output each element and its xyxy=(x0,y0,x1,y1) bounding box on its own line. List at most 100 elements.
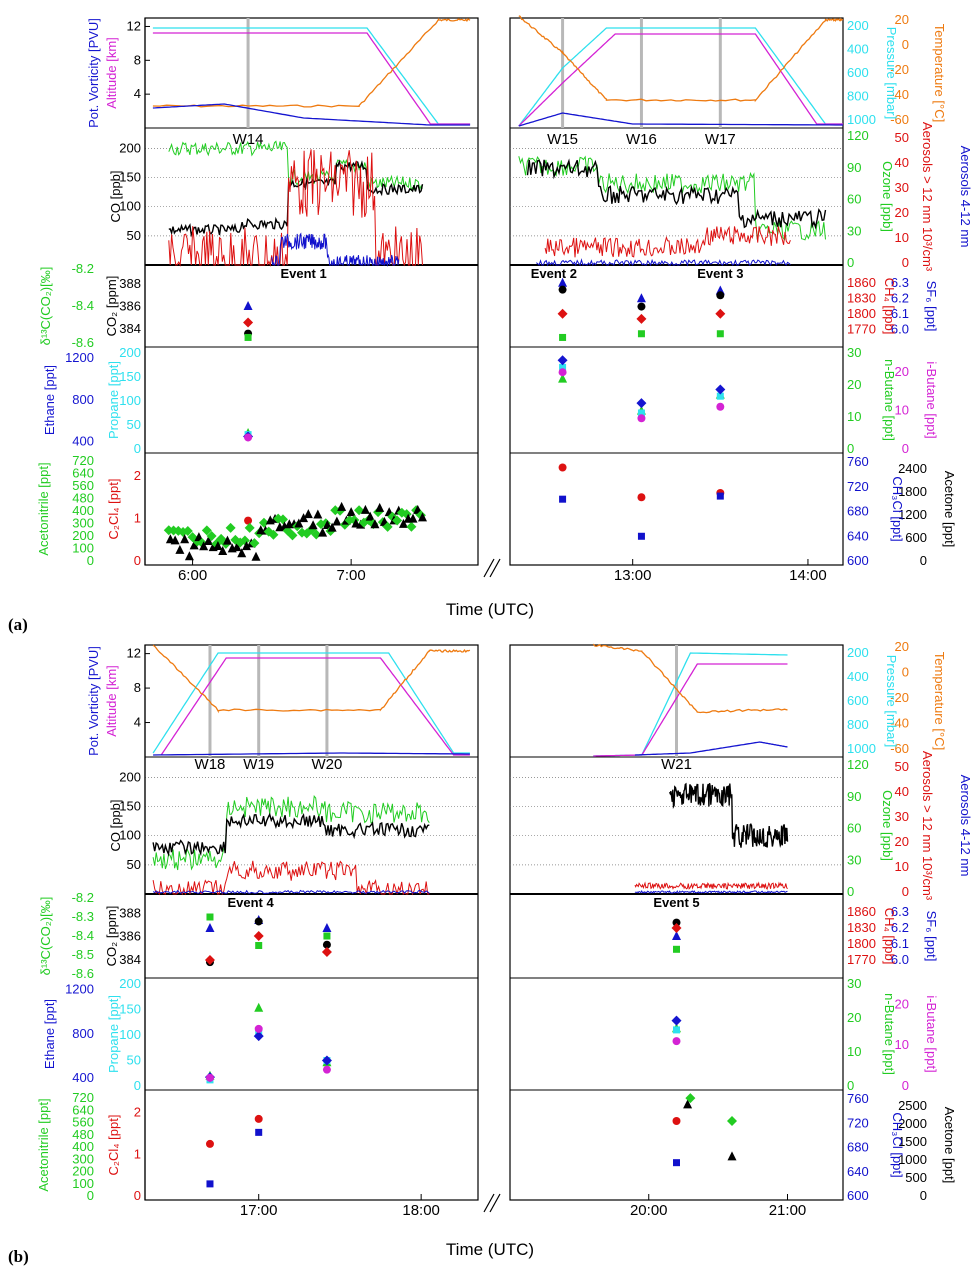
acetone-tick-label: 2000 xyxy=(898,1116,927,1131)
co-tick-label: 200 xyxy=(119,769,141,784)
acetonitrile-tick-label: 100 xyxy=(72,541,94,556)
acetonitrile-point xyxy=(311,529,322,540)
w-label: W16 xyxy=(626,131,657,148)
propane-tick-label: 200 xyxy=(119,345,141,360)
y-tick-label: 4 xyxy=(134,86,141,101)
left-frame xyxy=(144,644,479,1201)
axis-label-pv: Pot. Vorticity [PVU] xyxy=(86,646,101,756)
co-tick-label: 50 xyxy=(127,857,141,872)
ch4-tick-label: 1770 xyxy=(847,321,876,336)
axis-label-ethane: Ethane [ppt] xyxy=(42,999,57,1069)
acetonitrile-point xyxy=(685,1093,696,1104)
axis-break xyxy=(483,558,495,578)
axis-label-temperature: Temperature [°C] xyxy=(932,652,947,750)
y-tick-label: 8 xyxy=(134,680,141,695)
co2-point xyxy=(558,285,567,294)
nbutane-point xyxy=(254,1002,264,1012)
pressure-tick-label: 800 xyxy=(847,89,869,104)
propane-point xyxy=(716,392,724,400)
c2cl4-tick-label: 0 xyxy=(134,553,141,568)
x-tick-label: 14:00 xyxy=(789,567,827,584)
acetone-point xyxy=(332,516,342,526)
aerosol-tick-label: 30 xyxy=(895,180,909,195)
c2cl4-tick-label: 1 xyxy=(134,1146,141,1161)
ibutane-tick-label: 0 xyxy=(902,1078,909,1093)
acetone-point xyxy=(251,551,261,561)
ch4-point xyxy=(671,923,682,933)
d13c-tick-label: -8.5 xyxy=(72,947,94,962)
x-tick-label: 17:00 xyxy=(240,1202,278,1219)
sf6-tick-label: 6.3 xyxy=(891,904,909,919)
pv-line xyxy=(153,752,470,756)
w-label: W19 xyxy=(243,756,274,773)
aerosol-tick-label: 50 xyxy=(895,130,909,145)
w-label: W15 xyxy=(547,131,578,148)
c2cl4-point xyxy=(558,463,567,472)
ethane-tick-label: 800 xyxy=(72,1026,94,1041)
co-tick-label: 200 xyxy=(119,140,141,155)
axis-label-pv: Pot. Vorticity [PVU] xyxy=(86,18,101,128)
ch3cl-tick-label: 680 xyxy=(847,504,869,519)
ethane-point xyxy=(253,1031,264,1042)
aerosol-tick-label: 20 xyxy=(895,834,909,849)
co-tick-label: 150 xyxy=(119,799,141,814)
axis-label-propane: Propane [ppt] xyxy=(106,995,121,1073)
acetonitrile-tick-label: 400 xyxy=(72,1139,94,1154)
acetonitrile-tick-label: 0 xyxy=(87,1188,94,1203)
pressure-tick-label: 800 xyxy=(847,717,869,732)
temperature-line xyxy=(152,17,471,108)
d13c-point xyxy=(673,945,680,953)
acetone-tick-label: 2500 xyxy=(898,1098,927,1113)
axis-label-acetone: Acetone [ppt] xyxy=(942,471,957,548)
sf6-point xyxy=(558,277,568,287)
d13c-tick-label: -8.3 xyxy=(72,909,94,924)
propane-point xyxy=(673,1026,680,1034)
acetone-tick-label: 1500 xyxy=(898,1134,927,1149)
acetonitrile-tick-label: 480 xyxy=(72,1127,94,1142)
x-tick-label: 13:00 xyxy=(614,567,652,584)
aerosol-tick-label: 50 xyxy=(895,759,909,774)
event-label: Event 2 xyxy=(531,266,577,281)
pressure-tick-label: 400 xyxy=(847,669,869,684)
nbutane-tick-label: 20 xyxy=(847,377,861,392)
acetonitrile-point xyxy=(244,522,255,533)
acetonitrile-tick-label: 300 xyxy=(72,1151,94,1166)
ozone-line xyxy=(152,794,430,871)
co2-point xyxy=(672,918,681,927)
acetonitrile-point xyxy=(382,521,393,532)
event-label: Event 5 xyxy=(653,895,699,910)
ch4-tick-label: 1860 xyxy=(847,275,876,290)
propane-tick-label: 100 xyxy=(119,393,141,408)
sf6-point xyxy=(243,301,253,310)
acetone-point xyxy=(418,512,427,522)
d13c-point xyxy=(206,913,214,921)
axis-label-aerosol-big: Aerosols > 12 nm 10³/cm³ xyxy=(920,122,935,272)
acetone-point xyxy=(241,541,251,551)
x-tick-label: 20:00 xyxy=(630,1202,668,1219)
pv-line xyxy=(152,103,471,126)
ozone-tick-label: 0 xyxy=(847,884,854,899)
right-frame xyxy=(509,17,844,566)
aerosol-tick-label: 0 xyxy=(902,884,909,899)
axis-label-c2cl4: C₂Cl₄ [ppt] xyxy=(106,479,121,540)
acetonitrile-tick-label: 560 xyxy=(72,478,94,493)
axis-label-aerosol-small: Aerosols 4-12 nm xyxy=(958,775,973,877)
acetonitrile-point xyxy=(392,515,403,526)
axis-label-sf6: SF₆ [ppt] xyxy=(924,911,939,962)
ch3cl-tick-label: 600 xyxy=(847,1188,869,1203)
co2-tick-label: 384 xyxy=(119,321,141,336)
axis-label-co: CO [ppb] xyxy=(108,170,123,222)
axis-label-ibutane: i-Butane [ppt] xyxy=(924,995,939,1072)
ibutane-tick-label: 10 xyxy=(895,1037,909,1052)
ozone-tick-label: 90 xyxy=(847,789,861,804)
aerosol-small-line xyxy=(634,889,788,894)
panel-letter: (a) xyxy=(8,615,28,634)
event-label: Event 1 xyxy=(280,266,326,281)
ch3cl-tick-label: 600 xyxy=(847,553,869,568)
aerosol-tick-label: 20 xyxy=(895,205,909,220)
co2-tick-label: 386 xyxy=(119,929,141,944)
acetonitrile-point xyxy=(268,529,279,540)
axis-label-pressure: Pressure [mbar] xyxy=(884,27,899,119)
sf6-tick-label: 6.2 xyxy=(891,290,909,305)
axis-label-co: CO [ppb] xyxy=(108,799,123,851)
